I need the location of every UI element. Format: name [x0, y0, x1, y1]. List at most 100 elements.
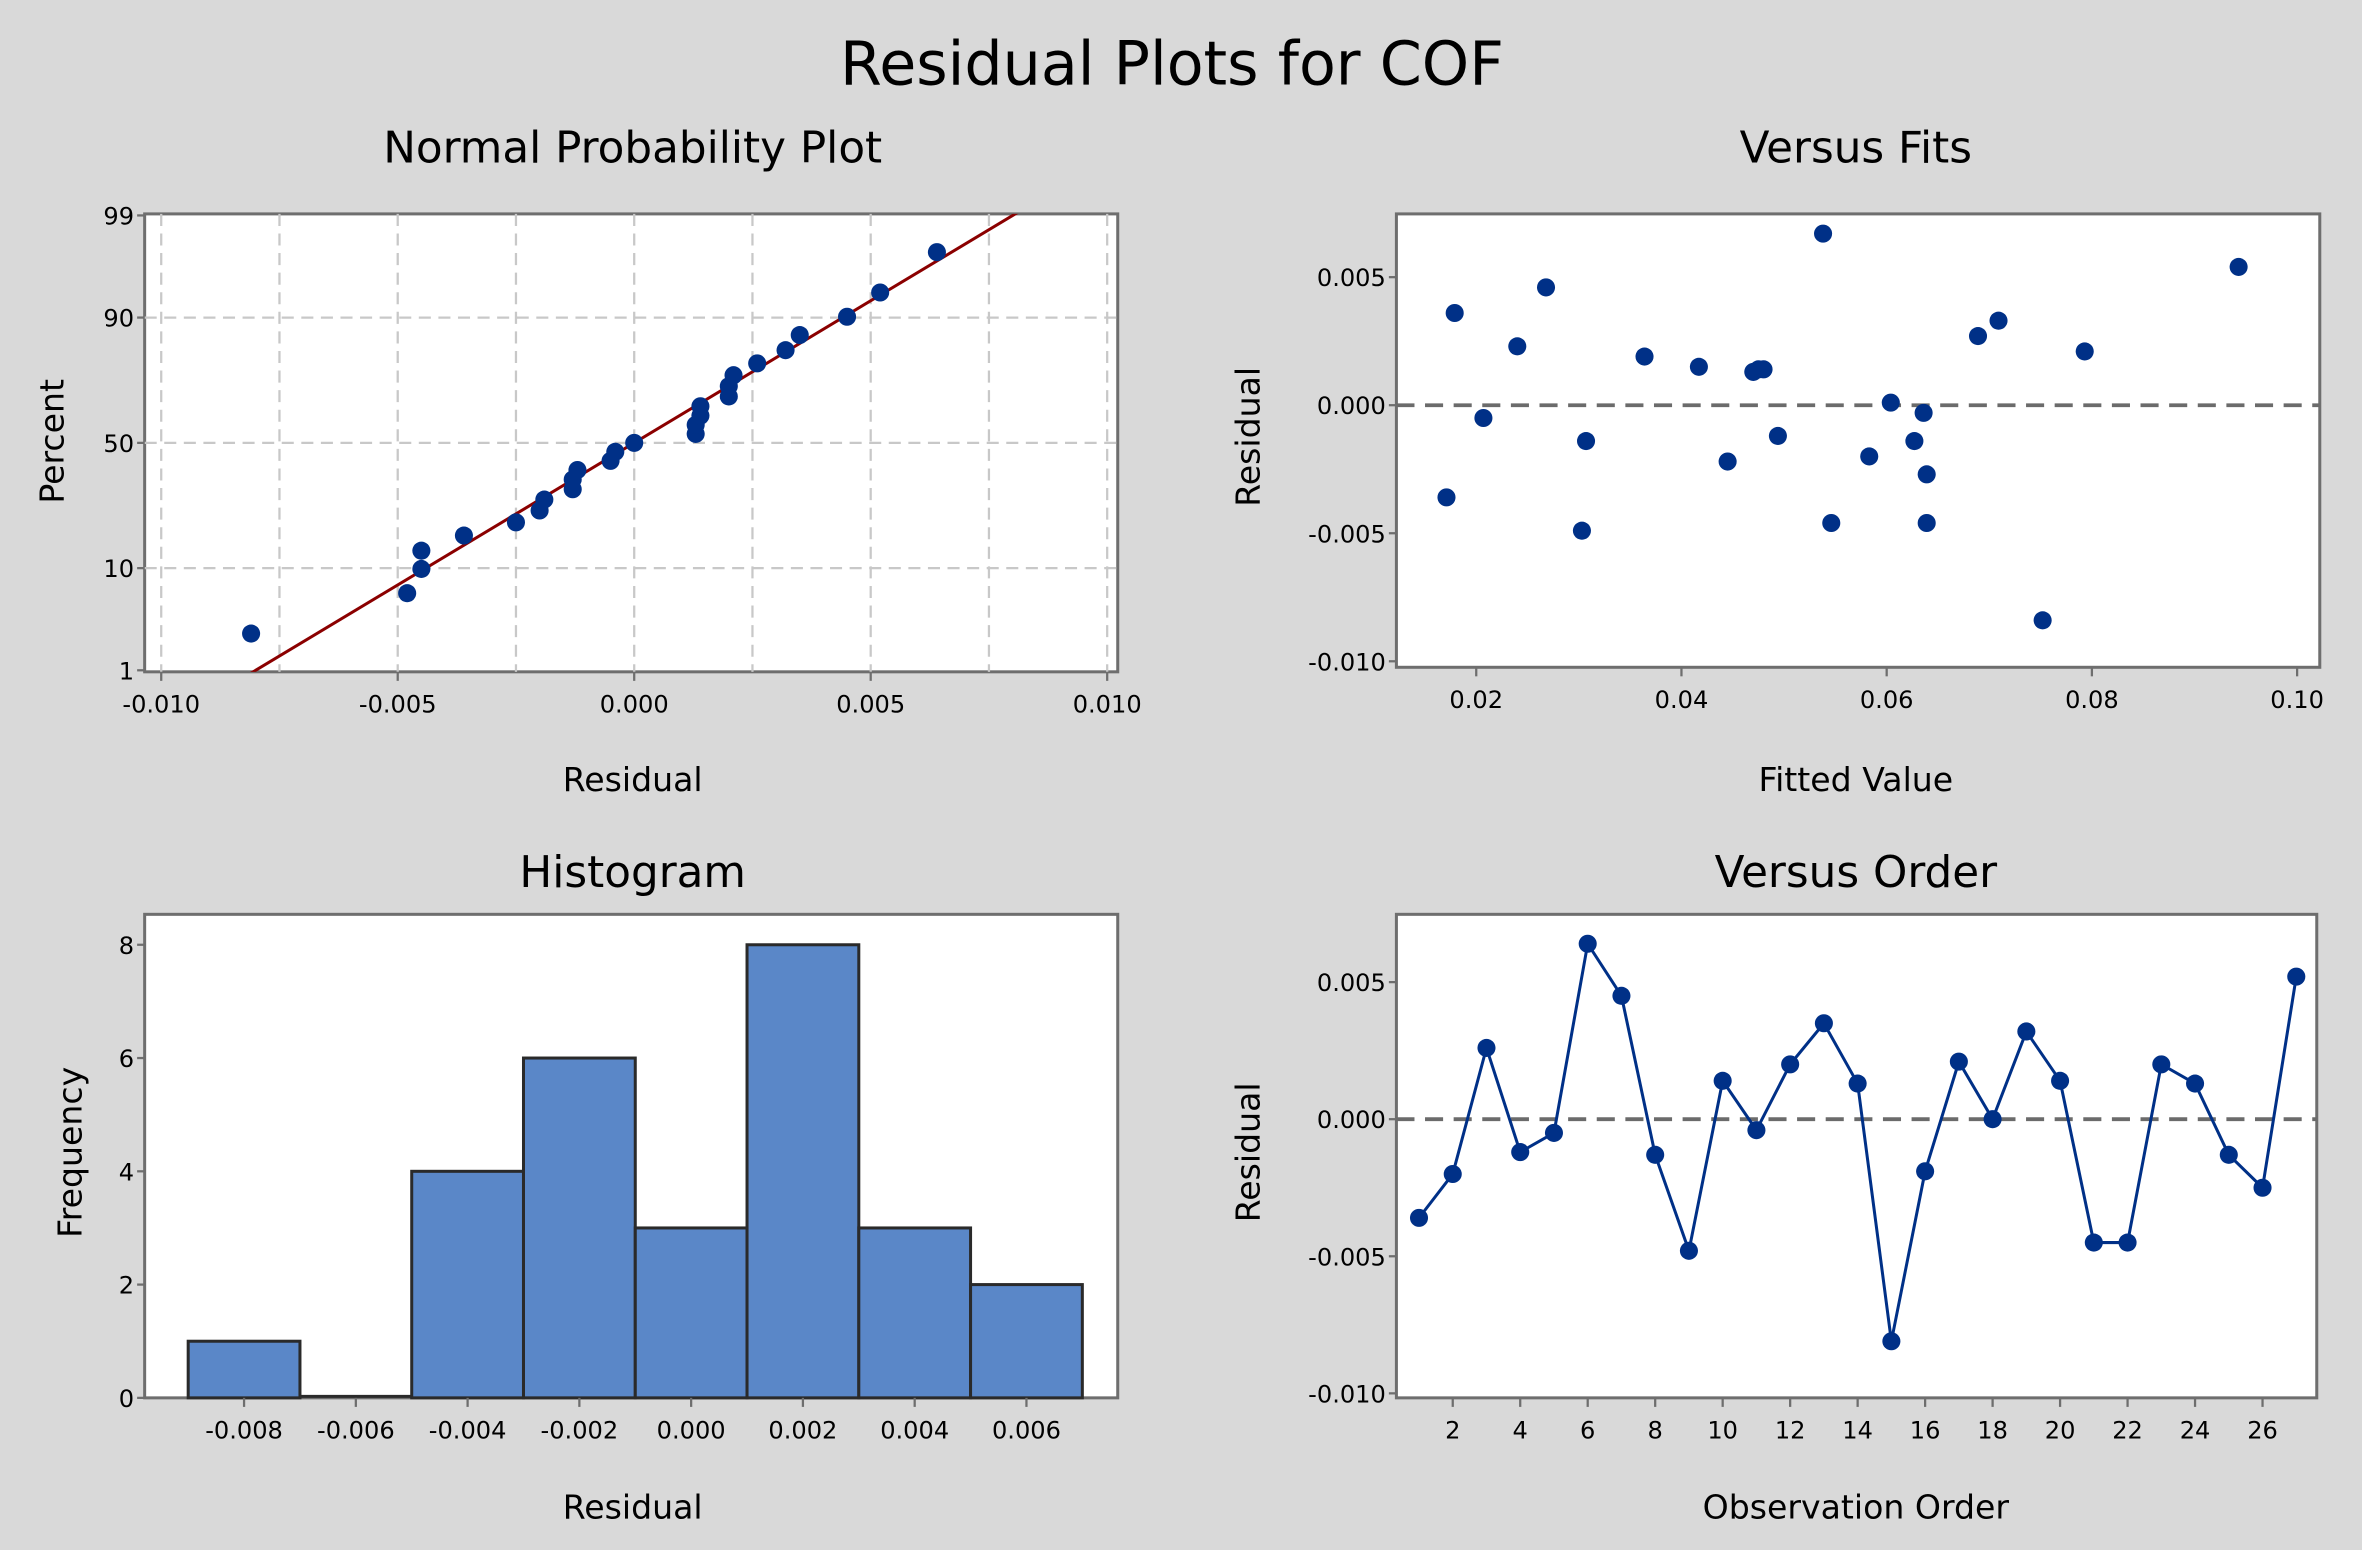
x-tick-label: 0.06: [1860, 686, 1914, 714]
x-tick-label: 0.08: [2065, 686, 2119, 714]
data-point: [2084, 1233, 2103, 1252]
y-tick-label: -0.010: [1308, 1380, 1386, 1408]
histogram-plot: -0.008 -0.006 -0.004 -0.002 0.000 0.002 0.004 0…: [119, 912, 1120, 1445]
data-point: [1781, 1055, 1800, 1074]
y-tick-label: 0.000: [1317, 1106, 1386, 1134]
histogram-bar: [857, 1226, 973, 1400]
data-point: [838, 307, 857, 326]
order-xlabel: Observation Order: [1703, 1487, 2010, 1526]
data-point: [1747, 1121, 1766, 1140]
versus-fits-plot: 0.005 0.000 -0.005 -0.010 0.02 0.04 0.06 0.08 0.…: [1308, 212, 2324, 714]
x-tick-label: 6: [1580, 1417, 1595, 1445]
data-point: [1508, 337, 1527, 356]
data-point: [2186, 1074, 2205, 1093]
y-tick-label: 2: [119, 1272, 134, 1300]
data-point: [2287, 967, 2306, 986]
x-tick-label: 14: [1842, 1417, 1873, 1445]
x-tick-label: 0.000: [600, 690, 669, 718]
data-point: [1576, 432, 1596, 451]
data-point: [242, 624, 261, 643]
npp-ylabel: Percent: [32, 379, 71, 504]
data-point: [606, 442, 625, 461]
data-point: [1983, 1110, 2002, 1129]
data-point: [454, 526, 473, 545]
y-tick-label: 1: [119, 657, 134, 685]
data-point: [2253, 1178, 2272, 1197]
data-point: [1917, 465, 1936, 484]
x-tick-label: 0.005: [836, 690, 905, 718]
y-tick-label: 50: [103, 430, 134, 458]
x-tick-label: 20: [2045, 1417, 2076, 1445]
plot-area: [1394, 212, 2322, 669]
data-point: [2229, 257, 2248, 276]
data-point: [748, 354, 767, 373]
data-point: [1536, 278, 1556, 297]
y-tick-label: 6: [119, 1045, 134, 1073]
fits-ylabel: Residual: [1228, 367, 1267, 507]
data-point: [1578, 934, 1597, 953]
x-tick-label: 8: [1648, 1417, 1663, 1445]
data-point: [1822, 513, 1841, 533]
hist-ylabel: Frequency: [50, 1067, 89, 1238]
order-title: Versus Order: [1715, 847, 1998, 898]
y-tick-label: 10: [103, 555, 134, 583]
x-tick-label: 0.000: [657, 1417, 726, 1445]
data-point: [1814, 224, 1833, 243]
y-tick-label: -0.005: [1308, 1243, 1386, 1271]
data-point: [1718, 452, 1737, 471]
data-point: [412, 559, 431, 578]
x-tick-label: 18: [1977, 1417, 2008, 1445]
data-point: [625, 433, 644, 452]
x-tick-label: 10: [1707, 1417, 1738, 1445]
histogram-bar: [186, 1339, 302, 1400]
data-point: [2033, 611, 2052, 630]
data-point: [1881, 393, 1900, 412]
data-point: [2118, 1233, 2137, 1252]
y-tick-label: 0.005: [1317, 264, 1386, 292]
data-point: [1814, 1014, 1833, 1033]
data-point: [1989, 311, 2008, 330]
data-point: [776, 341, 795, 360]
data-point: [1916, 1162, 1935, 1181]
x-tick-label: -0.002: [541, 1417, 619, 1445]
y-tick-label: -0.010: [1308, 648, 1386, 676]
x-tick-label: 26: [2247, 1417, 2278, 1445]
y-tick-label: 0.005: [1317, 969, 1386, 997]
data-point: [1409, 1208, 1429, 1227]
data-point: [724, 366, 743, 385]
data-point: [1968, 327, 1988, 346]
x-tick-label: 0.02: [1449, 686, 1503, 714]
x-tick-label: -0.008: [205, 1417, 283, 1445]
hist-xlabel: Residual: [563, 1487, 703, 1526]
data-point: [2051, 1071, 2070, 1090]
data-point: [691, 397, 710, 416]
histogram-bar: [745, 943, 861, 1400]
data-point: [1749, 360, 1768, 379]
data-point: [1905, 432, 1924, 451]
data-point: [1646, 1145, 1665, 1164]
data-point: [790, 326, 809, 345]
y-tick-label: 90: [103, 305, 134, 333]
y-tick-label: 99: [103, 202, 134, 230]
x-tick-label: -0.006: [317, 1417, 395, 1445]
data-point: [1612, 986, 1631, 1005]
data-point: [1917, 513, 1936, 533]
data-point: [2152, 1055, 2171, 1074]
histogram-bar: [410, 1169, 525, 1400]
data-point: [2017, 1022, 2036, 1041]
data-point: [1477, 1038, 1496, 1057]
data-point: [1768, 426, 1787, 445]
order-ylabel: Residual: [1228, 1082, 1267, 1222]
data-point: [1882, 1332, 1901, 1351]
npp-xlabel: Residual: [563, 760, 703, 799]
data-point: [568, 460, 587, 480]
fits-title: Versus Fits: [1740, 123, 1972, 174]
y-tick-label: -0.005: [1308, 520, 1386, 548]
data-point: [927, 243, 946, 262]
normal-probability-plot: 1 10 50 90 99 -0.010 -0.005 0.000 0.005 0.010: [103, 202, 1141, 718]
x-tick-label: 0.004: [880, 1417, 949, 1445]
data-point: [1689, 357, 1708, 376]
x-tick-label: 0.04: [1655, 686, 1709, 714]
data-point: [1848, 1074, 1867, 1093]
